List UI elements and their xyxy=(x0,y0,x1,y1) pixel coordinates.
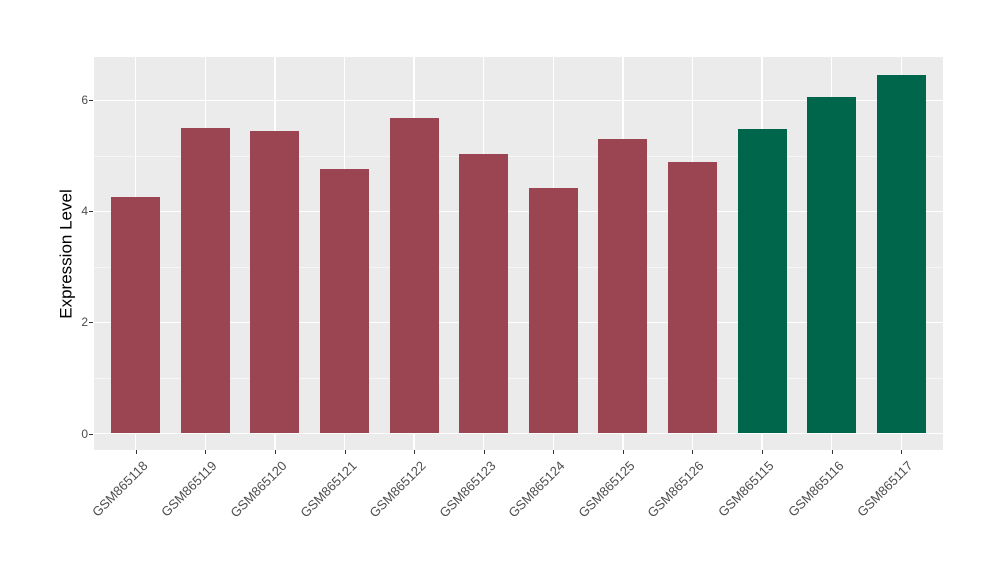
bar xyxy=(389,117,439,434)
x-tick-label-text: GSM865117 xyxy=(854,458,916,520)
y-tick-mark xyxy=(89,211,93,213)
major-gridline xyxy=(94,99,943,102)
x-tick-mark xyxy=(622,450,624,454)
x-tick-mark xyxy=(274,450,276,454)
major-gridline xyxy=(94,210,943,213)
bar xyxy=(320,168,370,434)
x-tick-mark xyxy=(762,450,764,454)
minor-gridline xyxy=(94,155,943,157)
minor-gridline xyxy=(94,266,943,268)
bar xyxy=(250,130,300,434)
x-tick-mark xyxy=(901,450,903,454)
y-tick-label: 4 xyxy=(81,204,88,219)
bar xyxy=(528,187,578,434)
x-tick-mark xyxy=(483,450,485,454)
x-tick-mark xyxy=(831,450,833,454)
x-tick-mark xyxy=(414,450,416,454)
y-tick-mark xyxy=(89,433,93,435)
bar xyxy=(111,196,161,434)
x-tick-mark xyxy=(692,450,694,454)
bar xyxy=(598,138,648,434)
x-tick-mark xyxy=(135,450,137,454)
major-gridline xyxy=(94,432,943,435)
bar xyxy=(667,162,717,434)
y-tick-mark xyxy=(89,100,93,102)
y-tick-label: 6 xyxy=(81,93,88,108)
plot-panel xyxy=(94,57,943,450)
bar xyxy=(807,97,857,434)
x-tick-mark xyxy=(553,450,555,454)
bar xyxy=(459,154,509,434)
bar xyxy=(876,74,926,434)
bar xyxy=(737,128,787,434)
x-tick-label: GSM865117 xyxy=(705,457,916,520)
y-tick-mark xyxy=(89,322,93,324)
y-tick-label: 2 xyxy=(81,315,88,330)
bar xyxy=(180,128,230,434)
x-tick-mark xyxy=(205,450,207,454)
x-tick-mark xyxy=(344,450,346,454)
minor-gridline xyxy=(94,377,943,379)
y-tick-label: 0 xyxy=(81,426,88,441)
major-gridline xyxy=(94,321,943,324)
